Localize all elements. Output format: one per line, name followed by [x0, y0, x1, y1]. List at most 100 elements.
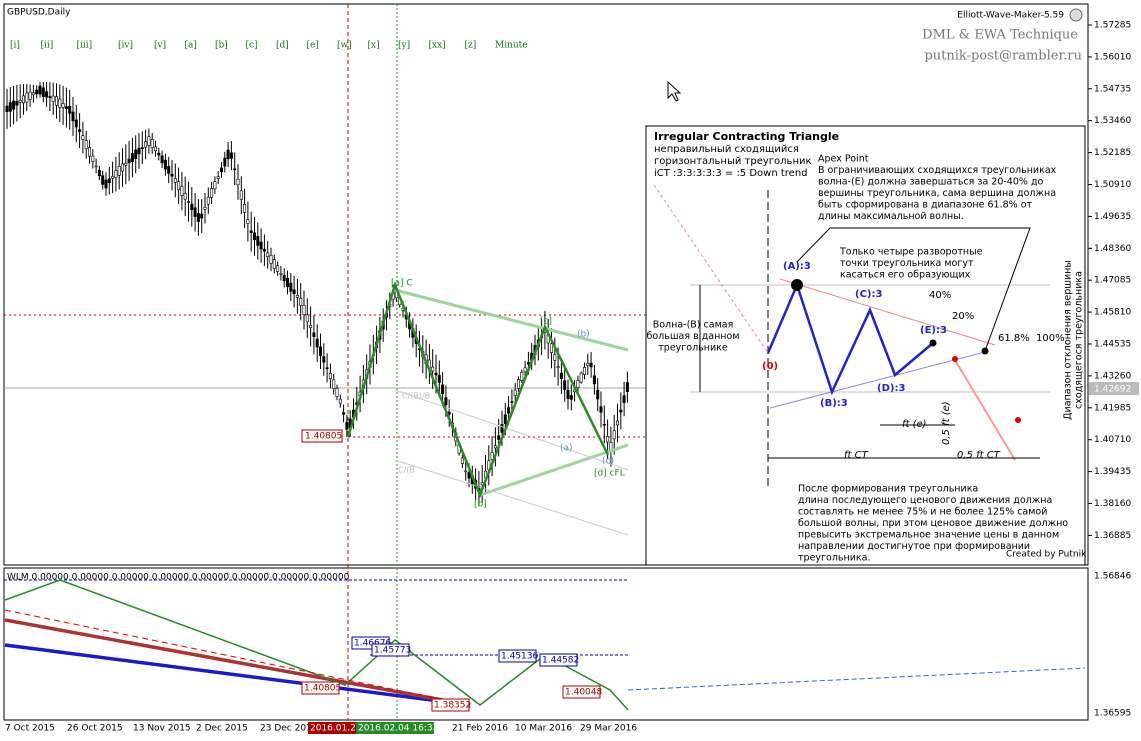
candle-body: [305, 314, 309, 323]
candle-body: [569, 395, 573, 400]
candle-body: [342, 412, 346, 415]
wave-button[interactable]: [z]: [465, 41, 477, 51]
apex-text: быть сформирована в диапазоне 61.8% от: [818, 200, 1033, 211]
date-label: 2 Dec 2015: [196, 724, 248, 734]
candle-body: [460, 457, 464, 464]
subwave-label: (c): [602, 457, 614, 467]
candle-body: [81, 135, 85, 140]
candle-body: [332, 379, 336, 389]
candle-body: [12, 100, 16, 110]
candle-body: [223, 157, 227, 167]
wave-button[interactable]: [y]: [398, 41, 410, 51]
candle-body: [500, 424, 504, 433]
candle-body: [121, 163, 125, 172]
candle-body: [507, 407, 511, 414]
main-pane-frame: [3, 3, 1089, 566]
candle-body: [150, 139, 154, 148]
wave-button[interactable]: [e]: [307, 41, 319, 51]
wave-label: [d] cFL: [594, 469, 625, 479]
vertical-line: Диапазон отклонения вершины: [1063, 260, 1074, 420]
candle-body: [157, 152, 161, 156]
candle-body: [58, 98, 62, 108]
lower-red-dash: [4, 609, 471, 706]
price-tick-label: 1.44535: [1094, 340, 1131, 350]
candle-body: [220, 167, 224, 173]
candle-body: [526, 361, 530, 365]
candle-body: [147, 136, 151, 146]
wave-button[interactable]: [d]: [276, 41, 289, 51]
date-label: 2016.01.21: [310, 724, 362, 734]
lower-brown: [4, 618, 471, 707]
candle-body: [124, 162, 128, 166]
wave-button[interactable]: [b]: [215, 41, 228, 51]
candle-body: [431, 366, 435, 372]
wave-button[interactable]: [c]: [246, 41, 258, 51]
lower-tick-label: 1.56846: [1094, 572, 1131, 582]
wave-button[interactable]: [v]: [154, 41, 166, 51]
candle-body: [279, 272, 283, 275]
lower-boundary: [769, 351, 986, 409]
candle-body: [328, 372, 332, 380]
price-box: [371, 643, 410, 657]
price-tick-label: 1.52185: [1094, 148, 1131, 158]
candle-body: [302, 305, 306, 315]
candle-body: [582, 367, 586, 375]
wave-button[interactable]: [ii]: [41, 41, 54, 51]
channel-label: C/(B: [398, 466, 415, 475]
wave-button[interactable]: [i]: [10, 41, 20, 51]
candle-body: [464, 470, 468, 473]
price-tick-label: 1.40710: [1094, 435, 1131, 445]
wave-button[interactable]: [x]: [368, 41, 380, 51]
note-text: касаться его образующих: [840, 270, 971, 281]
price-tick-label: 1.48360: [1094, 244, 1131, 254]
indicator-name: Elliott-Wave-Maker-5.59: [957, 11, 1064, 21]
wave-label: [c]: [540, 317, 552, 327]
candle-body: [84, 140, 88, 150]
candle-body: [8, 102, 12, 112]
candle-body: [226, 149, 230, 160]
candle-body: [612, 430, 616, 440]
candle-body: [71, 111, 75, 122]
candle-body: [196, 213, 200, 222]
candle-body: [563, 380, 567, 390]
candle-body: [510, 401, 514, 403]
candle-body: [335, 388, 339, 397]
candle-body: [127, 158, 131, 164]
candle-body: [68, 106, 72, 114]
wave-button[interactable]: [iv]: [118, 41, 133, 51]
candle-body: [299, 297, 303, 306]
candle-body: [54, 96, 58, 106]
candle-body: [315, 338, 319, 348]
chart-content: [i] [ii] [iii] [iv] [v] [a] [b] [c] [d] [e] [w] [x]…: [4, 4, 1139, 734]
candle-body: [256, 236, 260, 246]
wave-button[interactable]: [iii]: [77, 41, 93, 51]
price-tick-label: 1.50910: [1094, 180, 1131, 190]
measure-label: 0,5 ft CT: [957, 450, 1001, 461]
candle-body: [606, 436, 610, 443]
candle-body: [25, 92, 29, 103]
lower-projection: [627, 667, 1086, 691]
candle-body: [167, 166, 171, 174]
wave-button[interactable]: Minute: [495, 41, 528, 51]
wave-button[interactable]: [w]: [337, 41, 352, 51]
candle-body: [553, 354, 557, 361]
candle-body: [622, 395, 626, 403]
candle-body: [101, 175, 105, 185]
candle-body: [266, 252, 270, 258]
price-tick-label: 1.38160: [1094, 499, 1131, 509]
wave-button[interactable]: [xx]: [429, 41, 446, 51]
email: putnik-post@rambler.ru: [924, 49, 1082, 64]
candle-body: [104, 179, 108, 189]
price-box: [562, 685, 601, 699]
candle-body: [94, 165, 98, 168]
wave-button[interactable]: [a]: [185, 41, 197, 51]
candle-body: [602, 424, 606, 426]
candle-body: [48, 96, 52, 98]
candle-body: [144, 141, 148, 148]
bottom-text: треугольника.: [798, 553, 870, 564]
current-price-box: [1089, 382, 1139, 395]
candle-body: [312, 332, 316, 337]
indicator-icon[interactable]: [1069, 8, 1083, 22]
note-text: Только четыре разворотные: [839, 247, 983, 258]
point-label: (B):3: [820, 398, 848, 409]
